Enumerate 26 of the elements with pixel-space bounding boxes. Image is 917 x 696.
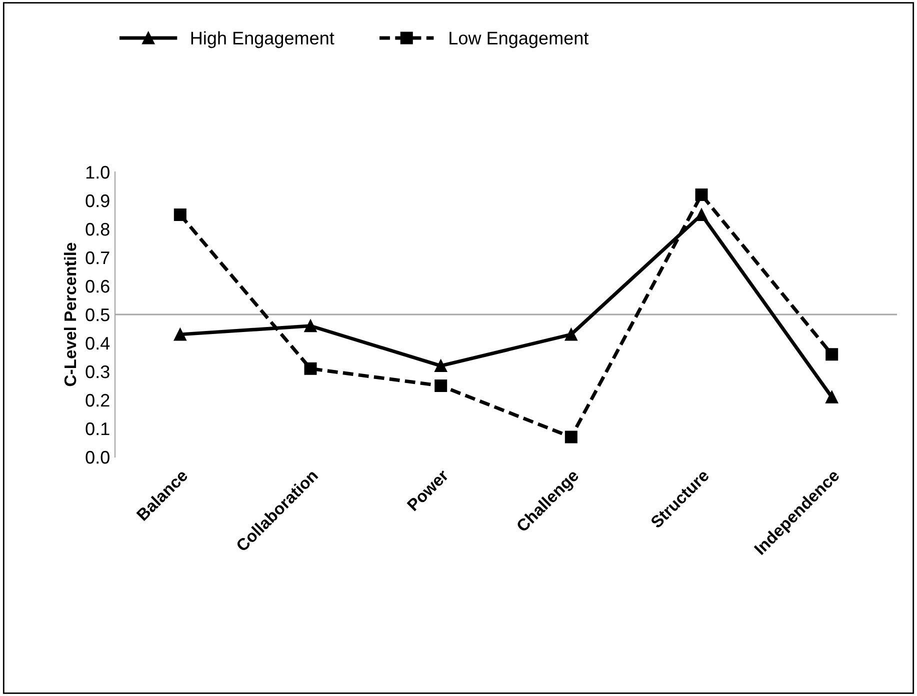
y-tick-label: 0.5	[86, 308, 110, 322]
point	[826, 390, 838, 404]
point	[174, 208, 186, 221]
y-tick-label: 1.0	[86, 166, 110, 179]
point	[304, 320, 317, 332]
point	[564, 328, 578, 341]
point	[826, 348, 838, 361]
y-axis-title: C-Level Percentile	[64, 242, 76, 386]
legend-label: High Engagement	[191, 31, 334, 48]
y-tick-label: 0.2	[86, 394, 110, 407]
point	[695, 208, 708, 221]
y-tick-label: 0.1	[86, 422, 110, 436]
point	[434, 380, 448, 392]
y-tick-label: 0.7	[86, 251, 110, 264]
point	[434, 360, 448, 372]
y-tick-label: 0.0	[86, 450, 110, 464]
point	[174, 328, 186, 341]
point	[564, 430, 578, 444]
y-tick-label: 0.9	[86, 194, 110, 208]
point	[304, 362, 317, 375]
point	[695, 188, 708, 202]
y-tick-label: 0.8	[86, 222, 110, 236]
legend-label: Low Engagement	[450, 32, 589, 48]
y-tick-label: 0.3	[86, 365, 110, 378]
y-tick-label: 0.6	[86, 280, 110, 293]
y-tick-label: 0.4	[86, 336, 110, 350]
